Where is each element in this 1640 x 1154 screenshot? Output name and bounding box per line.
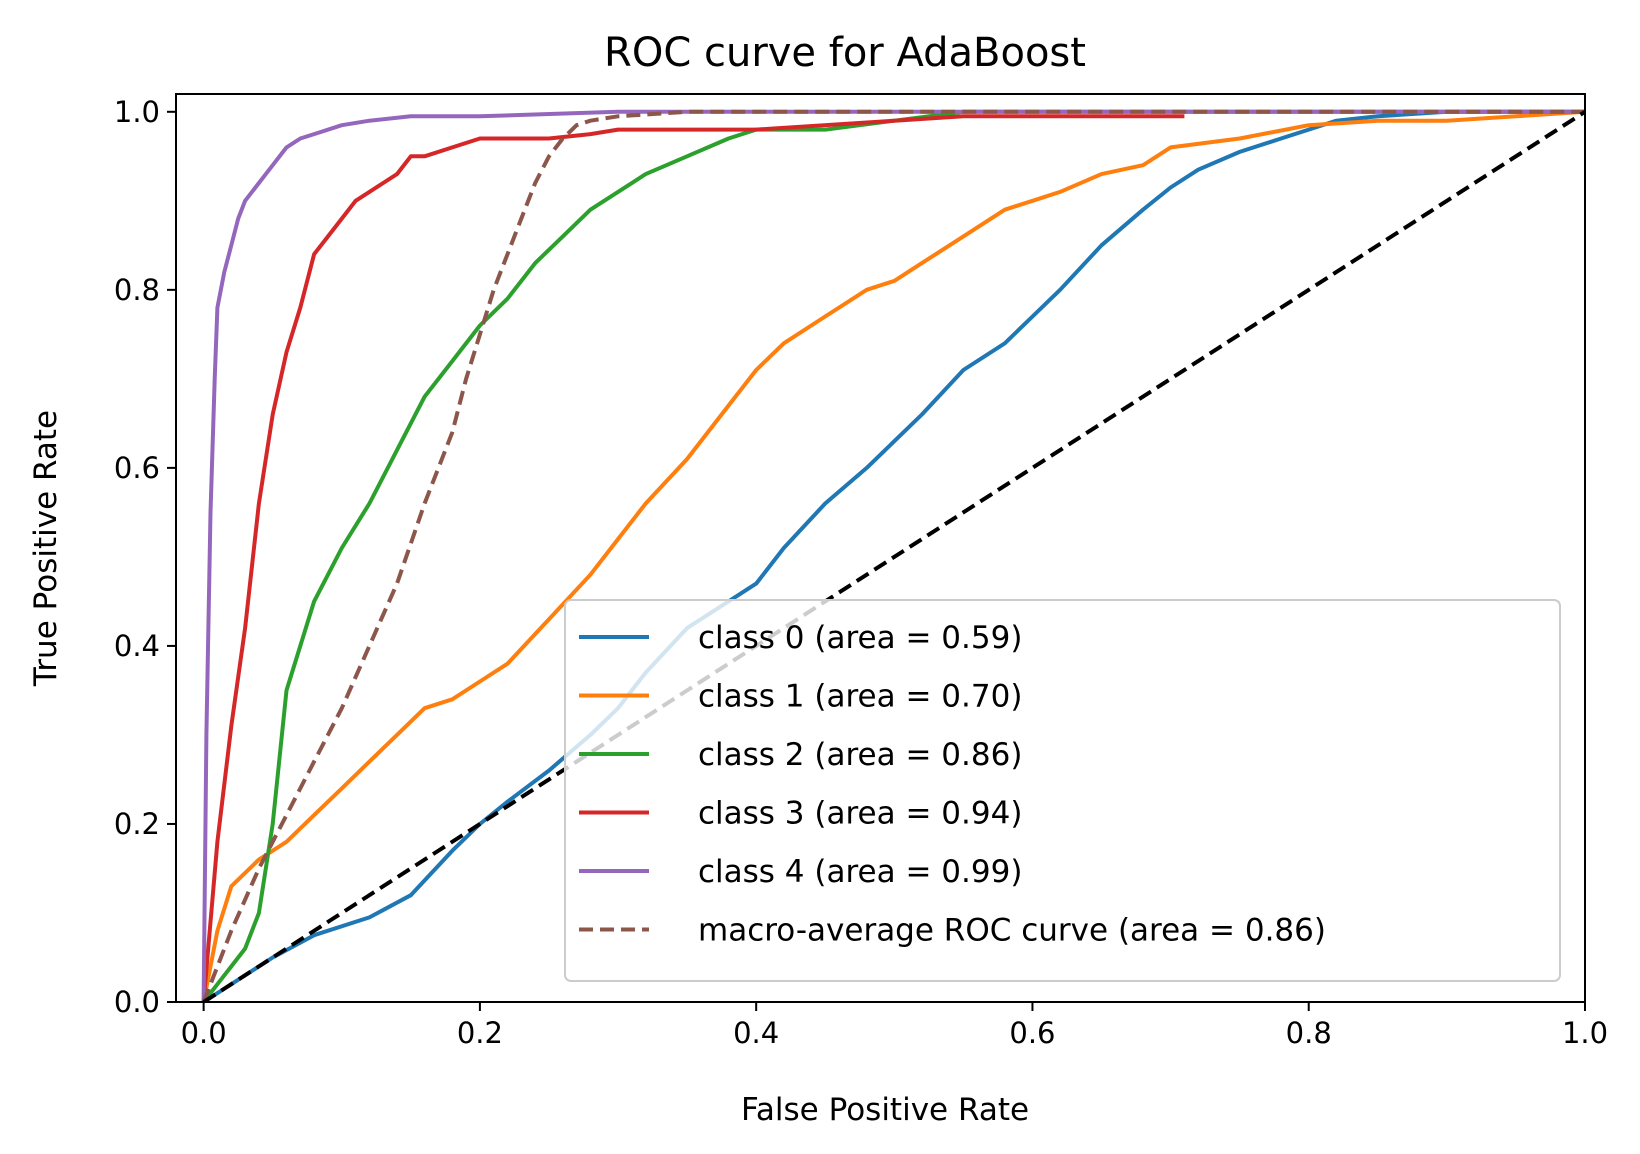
series-line-4 — [201, 109, 1585, 1002]
x-axis-label: False Positive Rate — [741, 1092, 1029, 1128]
x-tick-label: 0.0 — [181, 1016, 227, 1050]
series-line-5 — [201, 109, 1585, 1002]
legend-label: class 2 (area = 0.86) — [698, 737, 1022, 773]
y-tick-label: 0.0 — [114, 985, 160, 1019]
y-axis-label: True Positive Rate — [28, 410, 64, 687]
x-tick-label: 0.2 — [457, 1016, 503, 1050]
chance-diagonal-line — [202, 110, 1585, 1002]
x-tick-label: 1.0 — [1562, 1016, 1608, 1050]
plot-frame — [175, 93, 1586, 1003]
x-tick-label: 0.4 — [733, 1016, 779, 1050]
chart-title: ROC curve for AdaBoost — [604, 30, 1086, 76]
y-tick-label: 0.2 — [114, 807, 160, 841]
legend: class 0 (area = 0.59) class 1 (area = 0.7… — [564, 599, 1561, 982]
y-tick-label: 0.6 — [114, 451, 160, 485]
legend-label: macro-average ROC curve (area = 0.86) — [698, 913, 1326, 949]
y-tick-label: 1.0 — [114, 95, 160, 129]
plot-area — [201, 109, 1585, 1002]
axis-ticks: 0.0 0.2 0.4 0.6 0.8 1.0 0.0 0.2 0.4 0.6 0.8 1.0 — [114, 95, 1608, 1050]
x-tick-label: 0.8 — [1286, 1016, 1332, 1050]
legend-label: class 0 (area = 0.59) — [698, 620, 1022, 656]
legend-box — [564, 599, 1561, 982]
series-line-1 — [201, 109, 1585, 1002]
legend-label: class 1 (area = 0.70) — [698, 679, 1022, 715]
x-tick-label: 0.6 — [1009, 1016, 1055, 1050]
y-tick-label: 0.4 — [114, 629, 160, 663]
series-line-3 — [201, 114, 1185, 1002]
y-tick-label: 0.8 — [114, 273, 160, 307]
series-line-0 — [202, 109, 1585, 1002]
legend-label: class 3 (area = 0.94) — [698, 796, 1022, 832]
legend-label: class 4 (area = 0.99) — [698, 854, 1022, 890]
